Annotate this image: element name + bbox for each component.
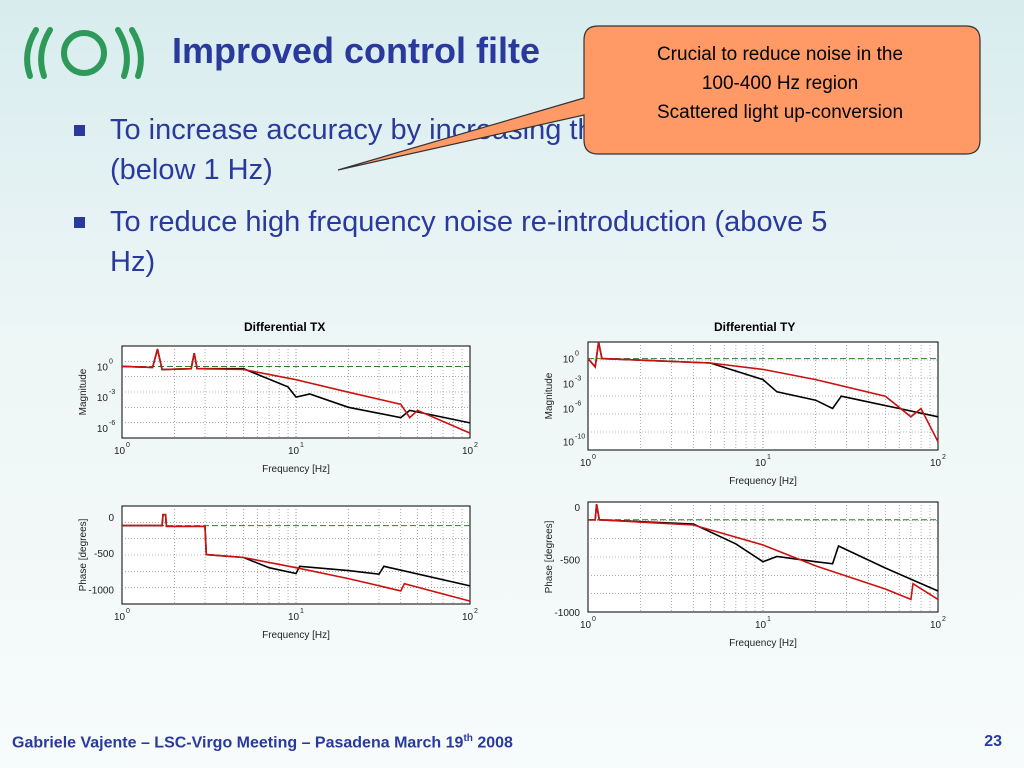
x-tick-exponent: 2 — [474, 442, 478, 449]
bullet-marker — [74, 217, 85, 228]
x-tick-label: 10 — [755, 620, 767, 631]
bullet-text-cont: (below 1 Hz) — [110, 154, 273, 186]
x-tick-exponent: 0 — [126, 442, 130, 449]
y-tick-exponent: -6 — [575, 400, 581, 407]
x-axis-label: Frequency [Hz] — [262, 464, 330, 475]
y-tick-label: 10 — [563, 404, 575, 415]
page-number: 23 — [984, 733, 1002, 750]
y-tick-label: -1000 — [554, 608, 580, 619]
y-tick-exponent: -6 — [109, 420, 115, 427]
callout-line: Scattered light up-conversion — [656, 102, 904, 123]
callout-box: Crucial to reduce noise in the 100-400 H… — [588, 40, 972, 127]
bullet-marker — [74, 125, 85, 136]
bullet-text-cont: Hz) — [110, 246, 156, 278]
y-tick-exponent: -3 — [575, 376, 581, 383]
y-tick-exponent: 0 — [575, 351, 579, 358]
plot-title-ty: Differential TY — [714, 320, 796, 334]
x-axis-label: Frequency [Hz] — [729, 638, 797, 649]
x-axis-label: Frequency [Hz] — [729, 476, 797, 487]
x-tick-label: 10 — [580, 458, 592, 469]
y-axis-label: Phase [degrees] — [544, 520, 555, 593]
x-tick-label: 10 — [462, 446, 474, 457]
x-tick-exponent: 0 — [592, 454, 596, 461]
virgo-logo — [24, 27, 144, 79]
y-axis-label: Phase [degrees] — [78, 518, 89, 591]
x-tick-label: 10 — [462, 612, 474, 623]
x-tick-exponent: 2 — [942, 616, 946, 623]
series-line-new — [122, 513, 471, 602]
x-tick-label: 10 — [930, 620, 942, 631]
x-tick-exponent: 2 — [474, 608, 478, 615]
footer-sup: th — [463, 733, 473, 744]
x-tick-exponent: 1 — [767, 454, 771, 461]
y-tick-exponent: 0 — [109, 358, 113, 365]
y-tick-label: -500 — [560, 556, 580, 567]
x-tick-exponent: 2 — [942, 454, 946, 461]
x-tick-label: 10 — [755, 458, 767, 469]
x-tick-exponent: 1 — [300, 608, 304, 615]
y-tick-label: 10 — [563, 438, 575, 449]
y-tick-label: 10 — [97, 362, 109, 373]
x-tick-label: 10 — [114, 612, 126, 623]
y-tick-label: 10 — [97, 393, 109, 404]
footer-text: Gabriele Vajente – LSC-Virgo Meeting – P… — [12, 734, 464, 752]
y-tick-label: -500 — [94, 549, 114, 560]
y-tick-exponent: -3 — [109, 389, 115, 396]
x-tick-label: 10 — [580, 620, 592, 631]
x-tick-exponent: 0 — [592, 616, 596, 623]
y-tick-label: -1000 — [88, 585, 114, 596]
callout-line: Crucial to reduce noise in the — [656, 44, 904, 65]
y-axis-label: Magnitude — [78, 368, 89, 415]
x-axis-label: Frequency [Hz] — [262, 630, 330, 641]
bullet-item: To reduce high frequency noise re-introd… — [74, 202, 974, 282]
series-line-new — [587, 341, 939, 443]
series-line-new — [121, 348, 471, 434]
bullet-text: To reduce high frequency noise re-introd… — [110, 206, 828, 238]
y-tick-label: 10 — [563, 380, 575, 391]
footer: Gabriele Vajente – LSC-Virgo Meeting – P… — [12, 733, 513, 752]
x-tick-exponent: 0 — [126, 608, 130, 615]
footer-year: 2008 — [472, 734, 513, 752]
y-tick-label: 10 — [563, 355, 575, 366]
callout-line: 100-400 Hz region — [701, 73, 859, 94]
y-axis-label: Magnitude — [544, 372, 555, 419]
y-tick-label: 10 — [97, 424, 109, 435]
y-tick-label: 0 — [574, 503, 580, 514]
x-tick-label: 10 — [114, 446, 126, 457]
series-line-new — [588, 503, 939, 601]
plot-title-tx: Differential TX — [244, 320, 326, 334]
x-tick-label: 10 — [288, 612, 300, 623]
x-tick-label: 10 — [930, 458, 942, 469]
y-tick-exponent: -10 — [575, 434, 585, 441]
x-tick-exponent: 1 — [767, 616, 771, 623]
x-tick-exponent: 1 — [300, 442, 304, 449]
y-tick-label: 0 — [108, 513, 114, 524]
x-tick-label: 10 — [288, 446, 300, 457]
